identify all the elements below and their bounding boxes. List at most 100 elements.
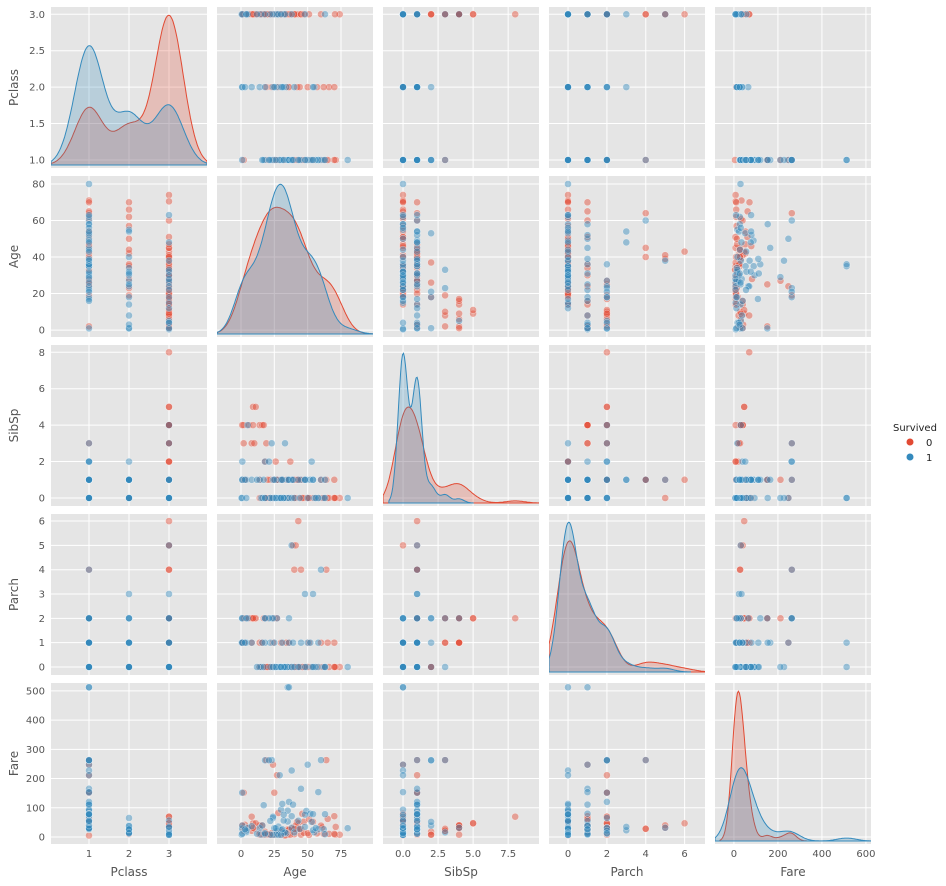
point-survived-1 [125,825,133,834]
point-survived-1 [399,771,407,779]
point-survived-1 [85,247,93,256]
point-survived-0 [731,191,740,199]
point-survived-0 [641,209,650,217]
panel-background [217,176,373,337]
point-survived-0 [603,309,611,318]
point-survived-1 [238,824,246,833]
point-survived-1 [261,756,269,765]
point-survived-1 [297,638,305,647]
point-survived-1 [243,421,252,429]
point-survived-1 [737,10,746,19]
panel-marks [383,352,539,504]
point-survived-1 [253,663,261,671]
point-survived-1 [766,244,774,252]
point-survived-0 [455,638,463,647]
point-survived-1 [427,83,435,91]
point-survived-0 [325,83,333,91]
point-survived-0 [661,494,669,502]
panel-parch-vs-sibsp [383,514,539,675]
point-survived-0 [263,10,272,19]
point-survived-1 [755,663,763,671]
point-survived-1 [125,457,133,466]
y-tick-label: 6 [39,517,45,528]
point-survived-1 [413,812,421,820]
point-survived-0 [441,322,449,331]
point-survived-1 [787,293,796,301]
point-survived-1 [85,273,93,281]
point-survived-1 [85,788,93,796]
point-survived-1 [303,760,312,769]
point-survived-1 [763,220,772,228]
point-survived-0 [455,821,463,830]
point-survived-1 [583,260,592,269]
point-survived-1 [583,788,592,796]
point-survived-0 [738,421,747,429]
point-survived-1 [269,494,277,502]
point-survived-1 [755,269,763,278]
point-survived-1 [564,771,572,779]
point-survived-1 [125,225,133,234]
y-tick-label: 60 [32,216,45,227]
point-survived-1 [564,683,572,692]
point-survived-1 [273,83,281,91]
point-survived-1 [413,262,421,270]
point-survived-1 [399,683,407,692]
y-tick-label: 80 [32,180,45,191]
point-survived-1 [125,282,133,291]
point-survived-1 [413,823,421,831]
point-survived-1 [583,220,592,228]
point-survived-0 [250,439,259,448]
point-survived-1 [165,638,173,647]
point-survived-0 [322,565,331,574]
point-survived-1 [603,824,611,832]
point-survived-1 [85,180,93,188]
point-survived-1 [301,10,309,19]
point-survived-1 [253,10,261,19]
point-survived-1 [343,494,352,502]
point-survived-0 [249,421,257,429]
panel-marks [564,180,689,334]
point-survived-0 [293,83,301,91]
point-survived-0 [330,494,339,502]
point-survived-1 [261,10,269,19]
point-survived-0 [740,517,748,525]
point-survived-1 [271,156,280,164]
point-survived-1 [125,300,133,309]
point-survived-1 [583,494,592,502]
point-survived-1 [603,10,611,19]
point-survived-1 [731,10,740,19]
point-survived-0 [583,271,592,280]
point-survived-1 [736,278,745,287]
point-survived-1 [413,280,421,289]
point-survived-1 [301,156,309,164]
point-survived-1 [285,494,293,502]
point-survived-1 [731,286,740,294]
kde-survived-0 [383,406,539,504]
point-survived-1 [661,824,669,832]
y-tick-label: 4 [39,565,45,576]
point-survived-1 [564,238,572,247]
point-survived-1 [321,830,329,838]
y-tick-label: 4 [39,421,45,432]
point-survived-1 [733,614,741,623]
point-survived-1 [733,266,742,274]
point-survived-1 [303,638,312,647]
point-survived-0 [294,10,303,19]
point-survived-1 [603,83,611,91]
y-tick-label: 0 [39,832,45,843]
point-survived-1 [747,227,755,236]
point-survived-1 [564,278,572,287]
point-survived-0 [399,541,407,550]
point-survived-1 [564,253,572,261]
y-tick-label: 0 [39,662,45,673]
point-survived-0 [413,771,421,779]
point-survived-1 [125,280,133,289]
point-survived-1 [746,267,755,276]
point-survived-1 [294,156,303,164]
point-survived-1 [413,663,421,671]
point-survived-0 [305,10,313,19]
point-survived-0 [165,240,173,249]
y-tick-label: 2.0 [29,83,45,94]
point-survived-1 [125,227,133,236]
point-survived-0 [165,284,173,292]
